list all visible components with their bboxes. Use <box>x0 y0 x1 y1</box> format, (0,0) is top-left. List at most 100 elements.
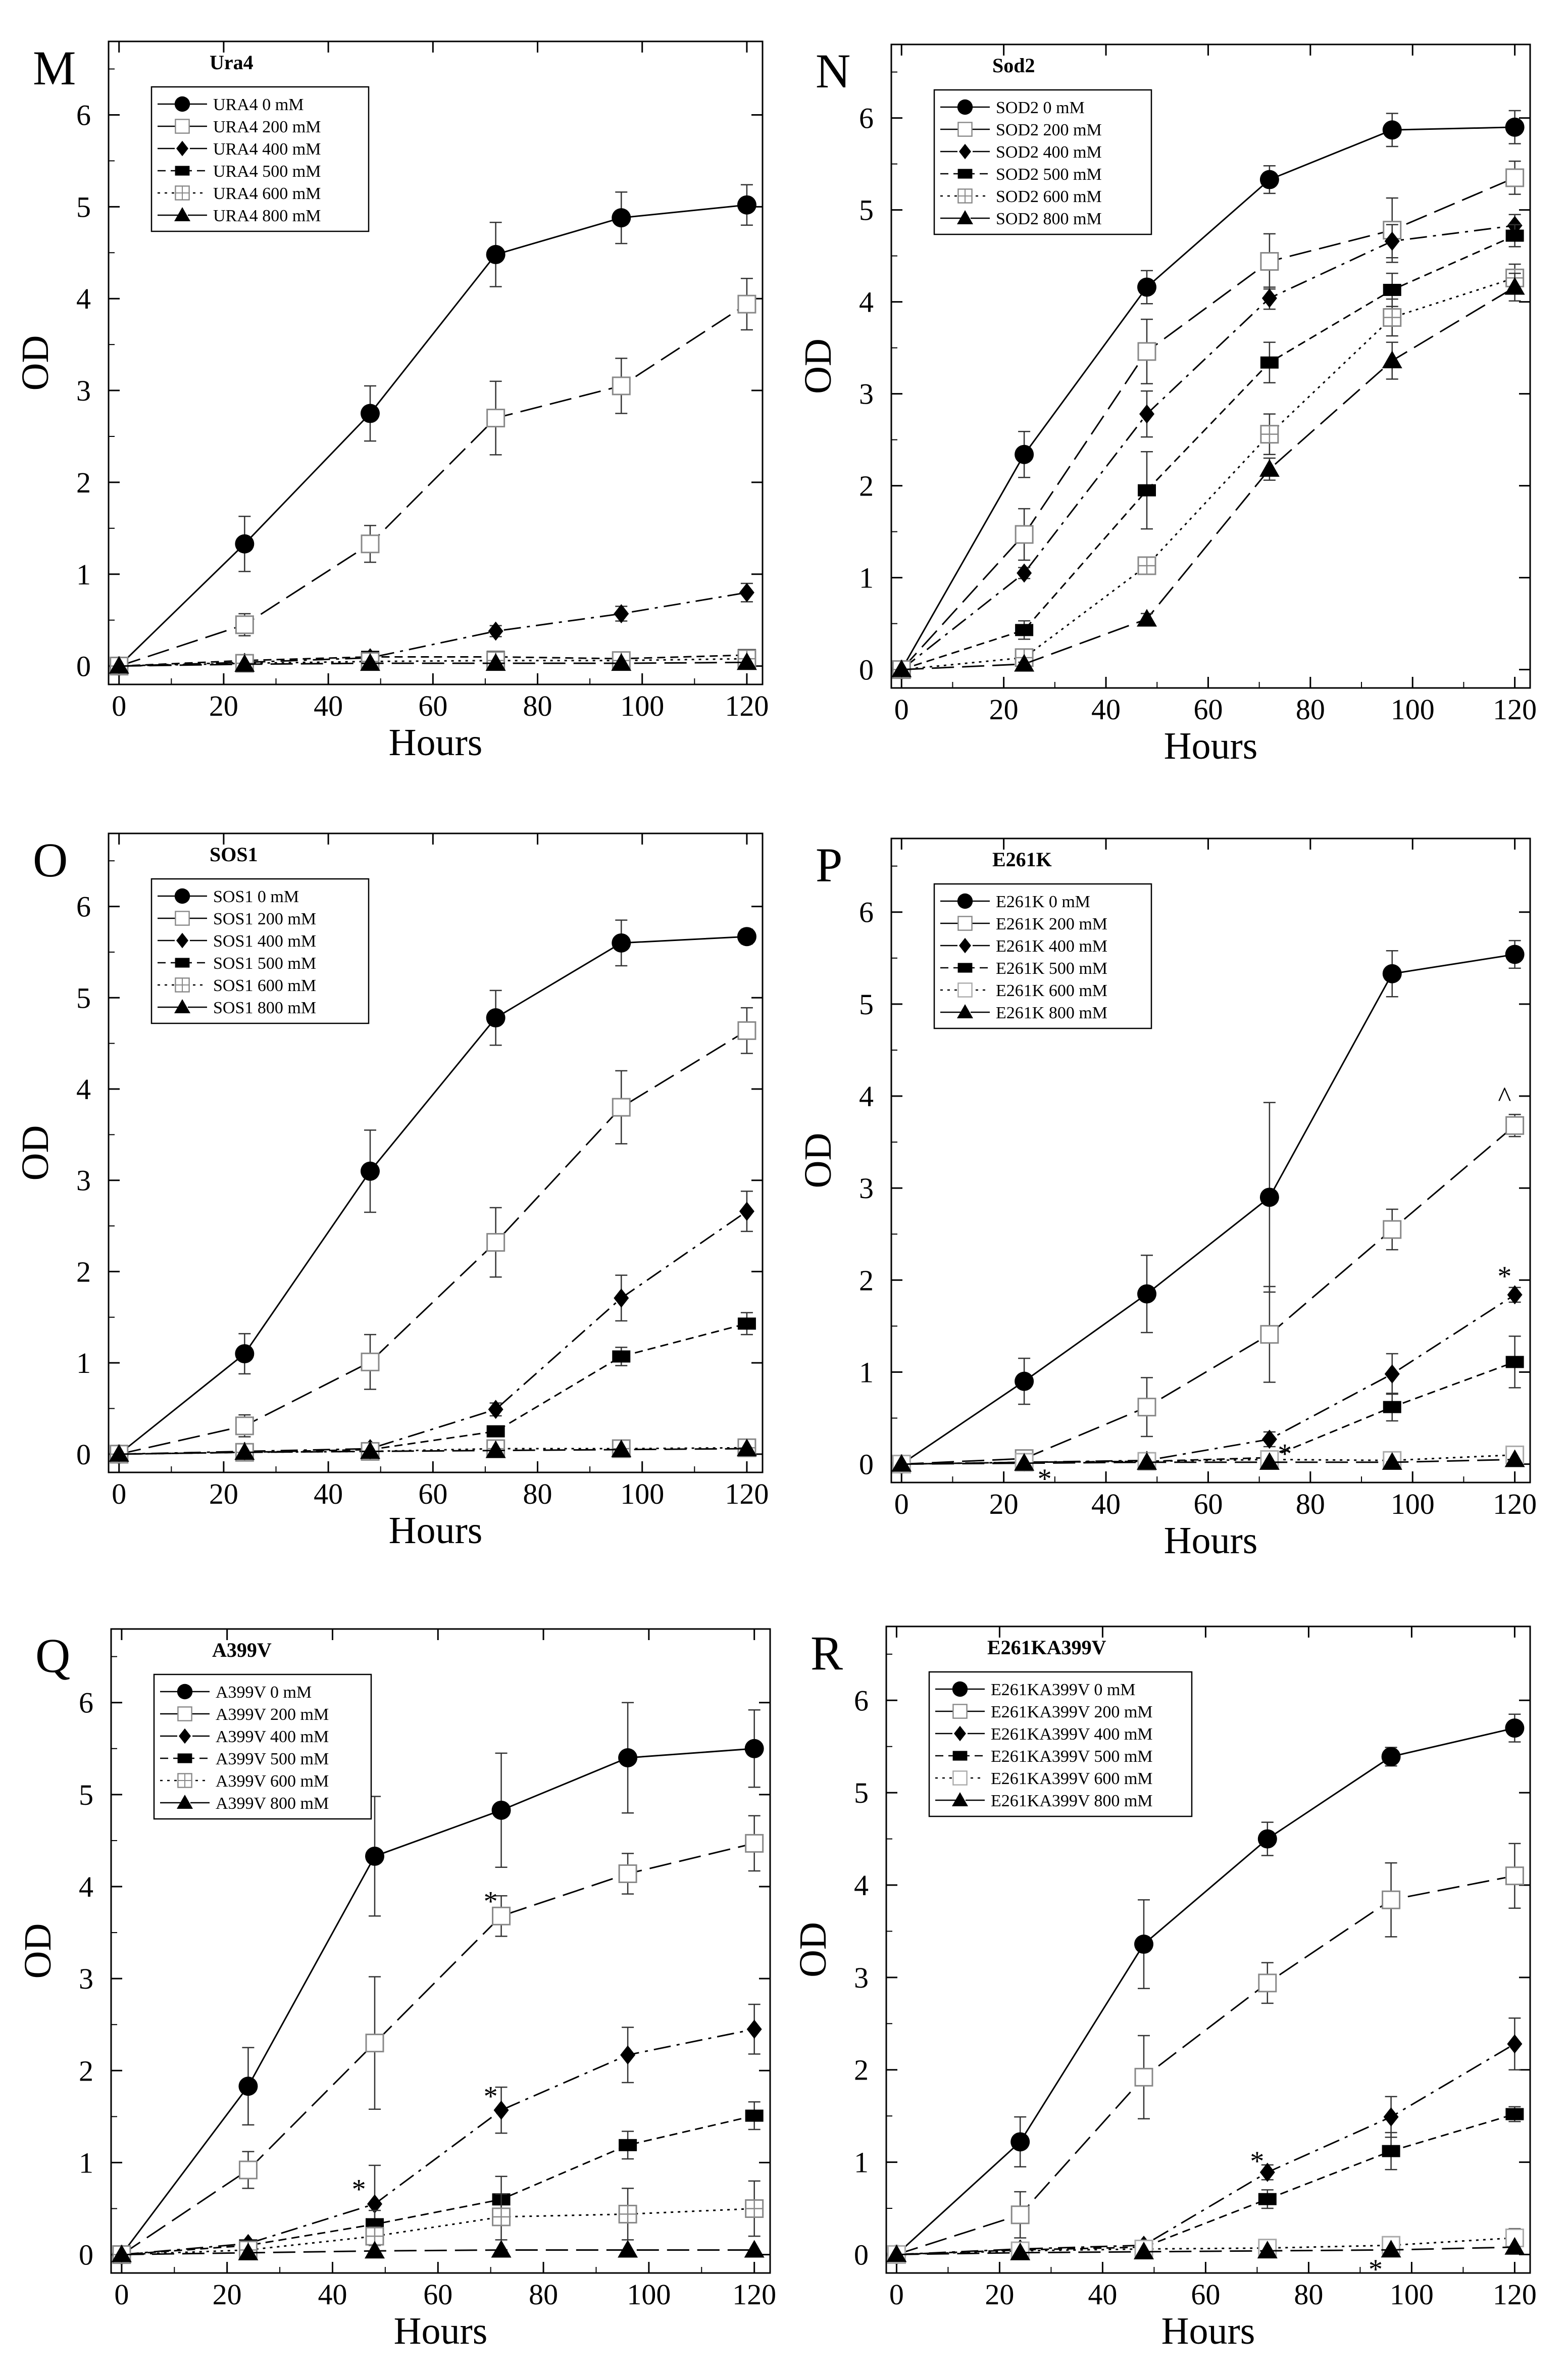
data-point <box>1138 484 1156 497</box>
plot-frame <box>890 43 1531 689</box>
data-point <box>485 1440 506 1458</box>
legend-marker <box>177 1753 192 1763</box>
series-line <box>121 2115 755 2256</box>
y-tick-label: 5 <box>76 981 91 1014</box>
series-line <box>119 303 747 667</box>
data-point <box>737 294 756 314</box>
x-tick-label: 40 <box>1091 693 1121 726</box>
legend-label: URA4 600 mM <box>213 184 321 203</box>
data-point <box>1010 2205 1030 2225</box>
legend-label: SOD2 500 mM <box>996 165 1102 184</box>
data-point <box>486 409 505 428</box>
chart-panel-q: 0 20 40 60 80 100 120 0 1 2 3 4 5 6 Hours OD Q A399V * * * A3… <box>17 1628 776 2352</box>
legend-marker <box>957 169 973 179</box>
legend-marker-shape <box>175 911 190 926</box>
x-tick-label: 20 <box>985 2278 1014 2311</box>
x-tick-label: 20 <box>989 693 1019 726</box>
legend-label: A399V 400 mM <box>216 1727 329 1746</box>
legend-marker <box>952 1770 968 1786</box>
data-point <box>1139 404 1154 424</box>
series-line <box>901 286 1515 671</box>
legend-label: A399V 800 mM <box>216 1794 329 1813</box>
series-line <box>121 1842 755 2255</box>
data-point <box>1383 283 1401 296</box>
data-point <box>737 927 756 947</box>
plot-frame <box>110 1628 771 2274</box>
data-point <box>360 653 380 671</box>
y-tick-label: 2 <box>854 2054 869 2087</box>
series-line <box>901 1294 1515 1465</box>
series-4 <box>887 2106 1524 2261</box>
y-tick-label: 4 <box>854 1869 869 1902</box>
chart-panel-m: 0 20 40 60 80 100 120 0 1 2 3 4 5 6 Hours OD M Ura4 URA4 0… <box>14 40 769 764</box>
legend-marker-shape <box>174 207 190 221</box>
series-2 <box>892 160 1525 679</box>
data-point <box>109 1444 129 1462</box>
legend-marker-shape <box>957 188 973 204</box>
data-point <box>492 1906 511 1925</box>
series-line <box>119 1030 747 1455</box>
series-4 <box>892 224 1524 676</box>
legend-frame <box>150 878 370 1024</box>
y-tick-label: 1 <box>79 2146 93 2179</box>
y-tick-label: 6 <box>79 1687 93 1719</box>
x-tick-label: 80 <box>1294 2278 1323 2311</box>
series-line <box>900 126 1515 670</box>
x-tick-label: 60 <box>1191 2278 1220 2311</box>
annotation-mark: * <box>352 2173 366 2205</box>
legend-marker <box>952 1681 968 1697</box>
plot-frame <box>108 832 764 1473</box>
data-point <box>619 2139 637 2151</box>
data-point <box>1010 2132 1030 2152</box>
legend-label: E261KA399V 500 mM <box>991 1747 1153 1766</box>
y-tick-label: 2 <box>859 470 874 503</box>
data-point <box>1261 288 1277 308</box>
series-line <box>119 658 747 667</box>
series-2 <box>892 1114 1525 1474</box>
legend-label: E261KA399V 800 mM <box>991 1792 1153 1810</box>
y-axis-label: OD <box>14 335 57 391</box>
data-point <box>1505 1116 1525 1135</box>
series-6 <box>111 2240 765 2262</box>
legend-label: E261K 600 mM <box>996 981 1107 1000</box>
y-tick-label: 5 <box>859 194 874 227</box>
chart-title: E261KA399V <box>987 1636 1106 1659</box>
legend-marker-shape <box>174 999 190 1013</box>
legend-marker-shape <box>957 169 973 179</box>
y-tick-label: 4 <box>76 282 91 315</box>
series-6 <box>109 1439 757 1462</box>
data-point <box>1137 277 1156 297</box>
legend-marker <box>177 1795 193 1809</box>
legend: URA4 0 mM URA4 200 mM URA4 400 mM URA4 500 … <box>150 86 370 232</box>
series-line <box>901 1458 1515 1465</box>
data-point <box>737 195 756 215</box>
data-point <box>1010 2242 1031 2260</box>
y-axis-label: OD <box>792 1922 834 1978</box>
series-line <box>118 935 747 1455</box>
legend-marker <box>952 1792 968 1806</box>
data-point <box>1505 117 1525 137</box>
data-point <box>1137 1284 1156 1304</box>
data-point <box>1381 2240 1401 2258</box>
data-point <box>1260 425 1279 444</box>
data-point <box>1258 1973 1277 1993</box>
legend-marker <box>177 1706 192 1721</box>
data-point <box>1259 1188 1279 1207</box>
data-point <box>238 2160 258 2180</box>
x-tick-label: 0 <box>894 693 909 726</box>
legend-label: E261KA399V 400 mM <box>991 1725 1153 1744</box>
legend-marker <box>175 911 190 926</box>
legend-marker-shape <box>174 96 190 112</box>
series-6 <box>886 2237 1525 2262</box>
series-line <box>121 2249 754 2256</box>
legend-marker-shape <box>959 143 971 160</box>
annotation-mark: * <box>1497 1261 1511 1292</box>
data-point <box>111 2244 132 2262</box>
legend-label: E261K 400 mM <box>996 937 1107 956</box>
y-tick-label: 0 <box>859 654 874 686</box>
data-point <box>235 615 254 634</box>
data-point <box>1259 1452 1280 1470</box>
y-tick-label: 2 <box>79 2054 93 2087</box>
series-2 <box>110 1007 756 1464</box>
y-tick-label: 0 <box>79 2239 93 2271</box>
